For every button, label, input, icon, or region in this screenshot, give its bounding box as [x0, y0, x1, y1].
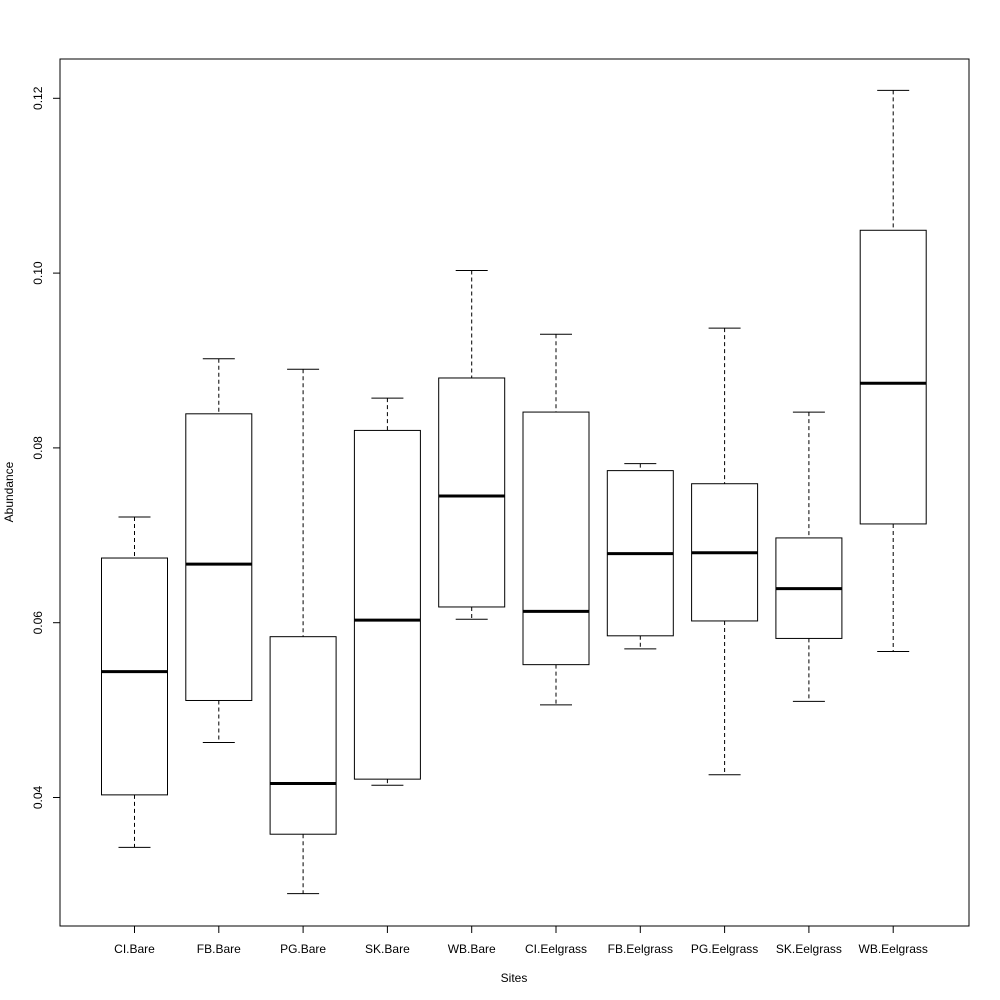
y-tick-label: 0.06 — [31, 611, 45, 635]
box-group — [606, 463, 674, 650]
y-tick-label: 0.12 — [31, 86, 45, 110]
box-group — [185, 358, 253, 743]
x-tick-label: PG.Eelgrass — [691, 942, 758, 956]
x-axis-title: Sites — [501, 971, 528, 985]
x-tick-label: WB.Eelgrass — [859, 942, 928, 956]
iqr-box — [353, 429, 421, 780]
y-tick-label: 0.08 — [31, 436, 45, 460]
y-axis-title: Abundance — [2, 461, 16, 522]
x-tick-label: PG.Bare — [280, 942, 326, 956]
box-group — [522, 333, 590, 706]
box-group — [438, 269, 506, 620]
x-tick-label: CI.Bare — [114, 942, 155, 956]
y-axis: 0.04 0.06 0.08 0.10 0.12 — [31, 86, 60, 809]
iqr-box — [101, 557, 168, 796]
iqr-box — [185, 413, 253, 701]
x-tick-label: FB.Bare — [197, 942, 241, 956]
iqr-box — [522, 411, 590, 666]
x-tick-label: SK.Bare — [365, 942, 410, 956]
iqr-box — [859, 229, 927, 525]
y-tick-label: 0.10 — [31, 261, 45, 285]
iqr-box — [438, 377, 506, 608]
boxes-layer — [101, 89, 927, 895]
x-tick-label: WB.Bare — [448, 942, 496, 956]
y-tick-label: 0.04 — [31, 785, 45, 809]
box-group — [775, 411, 843, 702]
x-tick-label: SK.Eelgrass — [776, 942, 842, 956]
box-group — [353, 397, 421, 786]
x-axis: CI.Bare FB.Bare PG.Bare SK.Bare WB.Bare CI.Ee… — [114, 926, 928, 956]
box-group — [101, 516, 168, 848]
box-group — [859, 89, 927, 653]
iqr-box — [269, 636, 337, 835]
box-group — [269, 368, 337, 895]
box-group — [691, 327, 759, 776]
x-tick-label: CI.Eelgrass — [525, 942, 587, 956]
plot-frame — [59, 58, 970, 927]
x-tick-label: FB.Eelgrass — [608, 942, 673, 956]
